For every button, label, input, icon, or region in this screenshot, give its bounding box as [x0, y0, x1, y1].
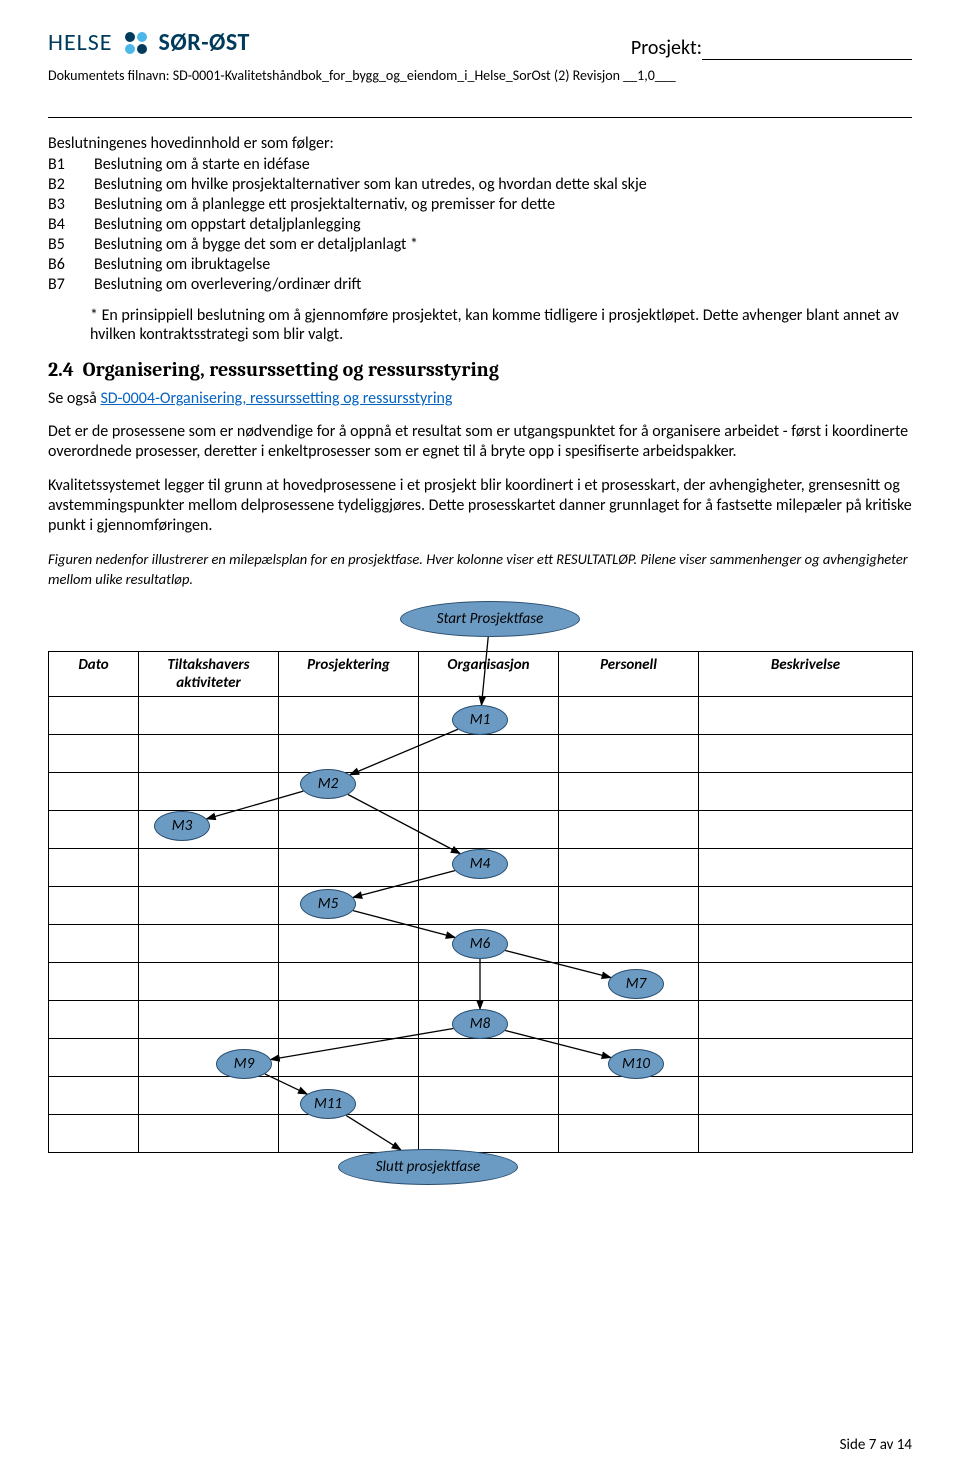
table-column-header: Prosjektering — [279, 652, 419, 697]
decision-text: Beslutning om ibruktagelse — [94, 255, 912, 274]
decision-text: Beslutning om hvilke prosjektalternative… — [94, 175, 912, 194]
prosjekt-label: Prosjekt: — [631, 36, 702, 60]
section-number: 2.4 — [48, 358, 74, 381]
decision-text: Beslutning om oppstart detaljplanlegging — [94, 215, 912, 234]
intro-line: Beslutningenes hovedinnhold er som følge… — [48, 134, 912, 153]
section-heading: 2.4 Organisering, ressurssetting og ress… — [48, 358, 912, 381]
see-also-link[interactable]: SD-0004-Organisering, ressurssetting og … — [100, 389, 452, 408]
decision-list: B1Beslutning om å starte en idéfaseB2Bes… — [48, 155, 912, 294]
decision-code: B3 — [48, 195, 90, 214]
decision-code: B4 — [48, 215, 90, 234]
table-row — [49, 1077, 913, 1115]
table-column-header: Organisasjon — [419, 652, 559, 697]
paragraph-1: Det er de prosessene som er nødvendige f… — [48, 422, 912, 462]
paragraph-2: Kvalitetssystemet legger til grunn at ho… — [48, 476, 912, 536]
table-row — [49, 887, 913, 925]
asterisk-note: * En prinsippiell beslutning om å gjenno… — [90, 306, 912, 344]
decision-code: B7 — [48, 275, 90, 294]
table-row — [49, 773, 913, 811]
table-row — [49, 735, 913, 773]
decision-text: Beslutning om å planlegge ett prosjektal… — [94, 195, 912, 214]
milestone-node-m6: M6 — [452, 929, 508, 959]
logo-dots — [125, 32, 147, 54]
milestone-diagram: DatoTiltakshavers aktiviteterProsjekteri… — [48, 599, 912, 1189]
document-filename: Dokumentets filnavn: SD-0001-Kvalitetshå… — [48, 67, 912, 88]
milestone-node-m11: M11 — [300, 1089, 356, 1119]
decision-text: Beslutning om å bygge det som er detaljp… — [94, 235, 912, 254]
decision-code: B6 — [48, 255, 90, 274]
table-column-header: Dato — [49, 652, 139, 697]
header-divider — [48, 117, 912, 118]
milestone-node-m1: M1 — [452, 705, 508, 735]
logo-text-sorost: SØR-ØST — [159, 28, 250, 57]
figure-caption: Figuren nedenfor illustrerer en milepæls… — [48, 550, 912, 589]
see-also-prefix: Se også — [48, 389, 100, 408]
milestone-node-end: Slutt prosjektfase — [338, 1149, 518, 1185]
table-row — [49, 1115, 913, 1153]
decision-code: B5 — [48, 235, 90, 254]
milestone-node-m10: M10 — [608, 1049, 664, 1079]
milestone-node-m8: M8 — [452, 1009, 508, 1039]
section-title: Organisering, ressurssetting og ressurss… — [83, 358, 499, 381]
decision-text: Beslutning om overlevering/ordinær drift — [94, 275, 912, 294]
table-row — [49, 963, 913, 1001]
page-footer: Side 7 av 14 — [840, 1436, 912, 1454]
milestone-node-m2: M2 — [300, 769, 356, 799]
milestone-node-m9: M9 — [216, 1049, 272, 1079]
decision-text: Beslutning om å starte en idéfase — [94, 155, 912, 174]
milestone-node-m4: M4 — [452, 849, 508, 879]
decision-code: B1 — [48, 155, 90, 174]
decision-code: B2 — [48, 175, 90, 194]
page-header: HELSE SØR-ØST Prosjekt: Dokumentets filn… — [48, 28, 912, 113]
prosjekt-field: Prosjekt: — [631, 36, 912, 60]
see-also: Se også SD-0004-Organisering, ressursset… — [48, 389, 912, 408]
milestone-node-m3: M3 — [154, 811, 210, 841]
logo-text-helse: HELSE — [48, 28, 113, 57]
milestone-node-m7: M7 — [608, 969, 664, 999]
milestone-node-start: Start Prosjektfase — [400, 601, 580, 637]
table-column-header: Beskrivelse — [699, 652, 913, 697]
table-column-header: Tiltakshavers aktiviteter — [139, 652, 279, 697]
table-row — [49, 1039, 913, 1077]
milestone-node-m5: M5 — [300, 889, 356, 919]
table-column-header: Personell — [559, 652, 699, 697]
